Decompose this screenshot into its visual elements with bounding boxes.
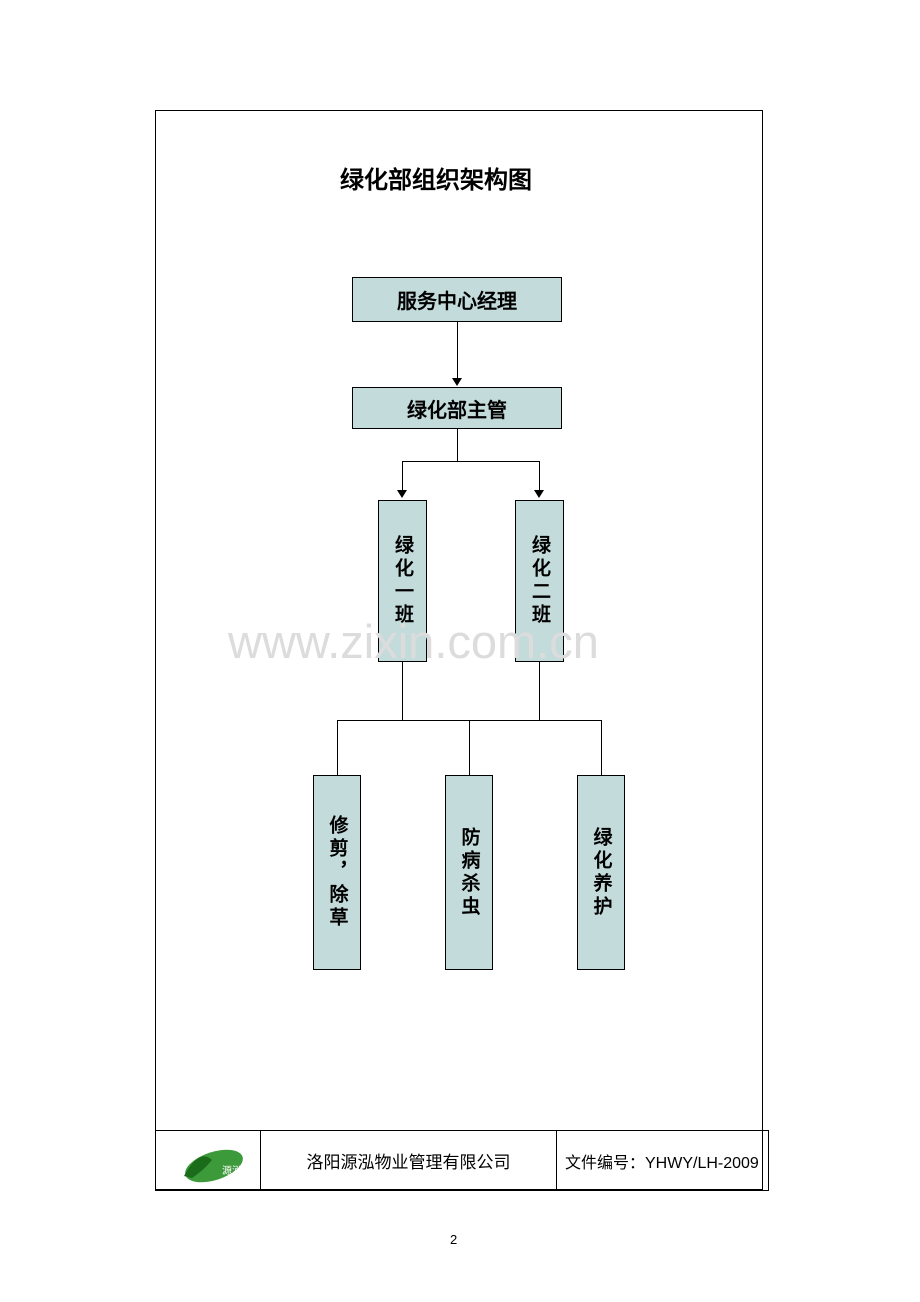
edge-segment: [457, 429, 458, 461]
svg-text:源泓: 源泓: [222, 1164, 242, 1177]
chart-title: 绿化部组织架构图: [340, 160, 532, 195]
footer-text: 文件编号：YHWY/LH-2009: [557, 1131, 769, 1191]
page-border: [155, 110, 763, 1190]
footer-table: 源泓 洛阳源泓物业管理有限公司文件编号：YHWY/LH-2009: [155, 1130, 769, 1191]
arrow-down-icon: [452, 378, 462, 386]
edge-segment: [539, 461, 540, 492]
edge-segment: [402, 662, 403, 720]
page-number: 2: [450, 1232, 457, 1247]
edge-segment: [402, 461, 540, 462]
org-node-n1: 服务中心经理: [352, 277, 562, 322]
edge-segment: [469, 720, 470, 775]
footer-logo: 源泓: [156, 1131, 261, 1191]
org-node-n2: 绿化部主管: [352, 387, 562, 429]
arrow-down-icon: [397, 490, 407, 498]
org-node-n4: 绿化二班: [515, 500, 564, 662]
org-node-n6: 防病杀虫: [445, 775, 493, 970]
edge-segment: [539, 662, 540, 720]
arrow-down-icon: [534, 490, 544, 498]
edge-segment: [457, 322, 458, 380]
edge-segment: [601, 720, 602, 775]
org-node-n5: 修剪，除草: [313, 775, 361, 970]
edge-segment: [402, 461, 403, 492]
org-node-n3: 绿化一班: [378, 500, 427, 662]
edge-segment: [337, 720, 338, 775]
footer-text: 洛阳源泓物业管理有限公司: [261, 1131, 557, 1191]
org-node-n7: 绿化养护: [577, 775, 625, 970]
